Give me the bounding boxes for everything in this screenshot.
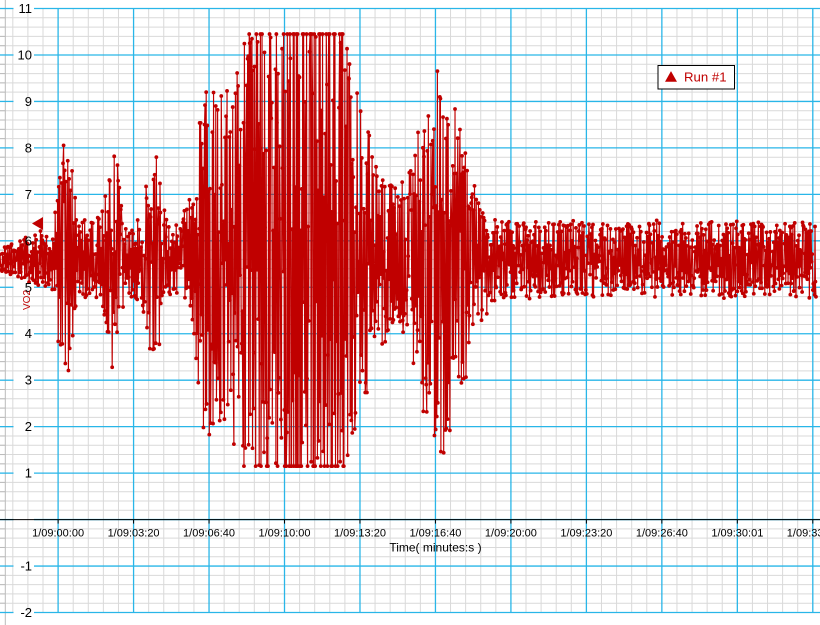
svg-text:11: 11 (19, 1, 33, 16)
svg-text:1/09:03:20: 1/09:03:20 (108, 528, 160, 540)
svg-text:1/09:10:00: 1/09:10:00 (259, 528, 311, 540)
svg-text:8: 8 (25, 140, 32, 155)
svg-text:1/09:06:40: 1/09:06:40 (183, 528, 235, 540)
svg-text:1/09:13:20: 1/09:13:20 (334, 528, 386, 540)
svg-text:1/09:16:40: 1/09:16:40 (409, 528, 461, 540)
svg-text:6: 6 (25, 233, 32, 248)
svg-text:1/09:26:40: 1/09:26:40 (636, 528, 688, 540)
svg-text:Time( minutes:s ): Time( minutes:s ) (389, 541, 481, 555)
svg-text:-1: -1 (20, 559, 32, 574)
svg-text:7: 7 (25, 187, 32, 202)
svg-text:10: 10 (18, 47, 32, 62)
svg-text:2: 2 (25, 419, 32, 434)
svg-text:Run #1: Run #1 (684, 70, 727, 85)
svg-text:VO2: VO2 (22, 290, 33, 310)
svg-text:1/09:00:00: 1/09:00:00 (32, 528, 84, 540)
svg-text:9: 9 (25, 94, 32, 109)
svg-text:1/09:20:00: 1/09:20:00 (485, 528, 537, 540)
svg-text:1: 1 (25, 466, 32, 481)
svg-text:1/09:33:20: 1/09:33:20 (787, 528, 820, 540)
svg-text:4: 4 (25, 326, 32, 341)
svg-text:1/09:23:20: 1/09:23:20 (560, 528, 612, 540)
svg-text:1/09:30:01: 1/09:30:01 (711, 528, 763, 540)
svg-text:3: 3 (25, 373, 32, 388)
svg-text:-2: -2 (20, 605, 32, 620)
